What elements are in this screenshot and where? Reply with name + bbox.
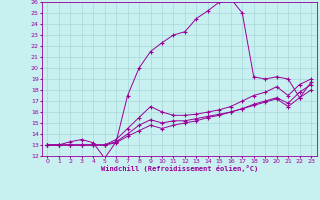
X-axis label: Windchill (Refroidissement éolien,°C): Windchill (Refroidissement éolien,°C) — [100, 165, 258, 172]
